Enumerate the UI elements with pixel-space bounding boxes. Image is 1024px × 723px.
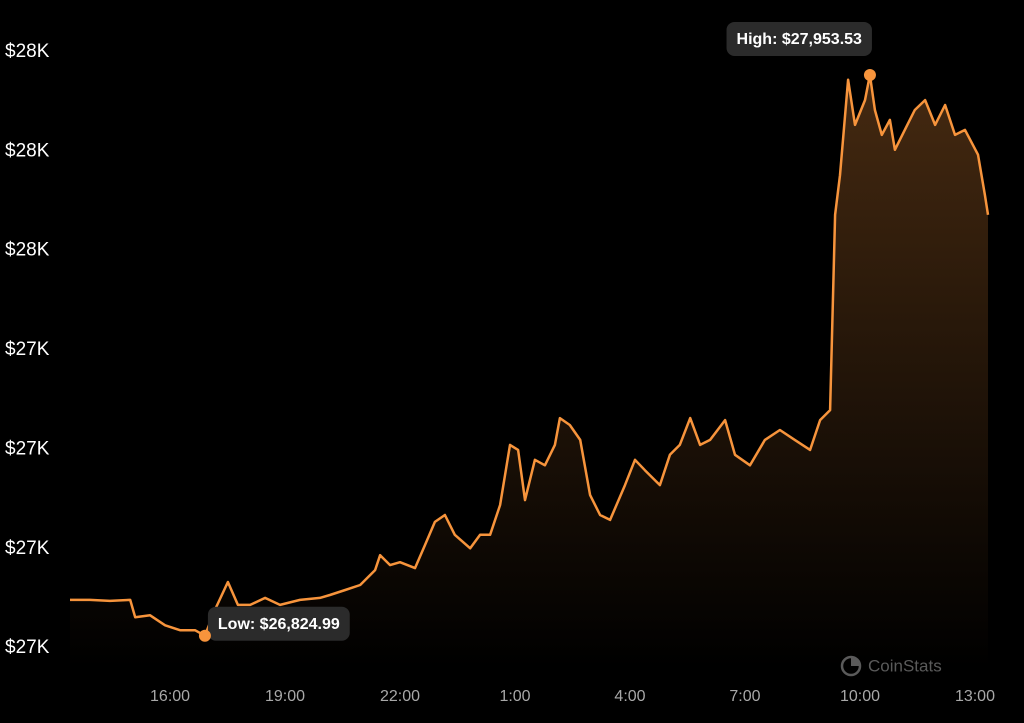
y-tick-label: $27K: [5, 438, 50, 459]
x-tick-label: 1:00: [499, 688, 530, 705]
annotation-text: Low: $26,824.99: [218, 616, 340, 633]
annotation-text: High: $27,953.53: [737, 31, 863, 48]
y-tick-label: $28K: [5, 140, 50, 161]
x-tick-label: 16:00: [150, 688, 190, 705]
x-tick-label: 10:00: [840, 688, 880, 705]
annotation-dot: [198, 629, 211, 642]
y-tick-label: $27K: [5, 637, 50, 658]
y-tick-label: $28K: [5, 240, 50, 261]
x-tick-label: 19:00: [265, 688, 305, 705]
annotation: High: $27,953.53: [726, 21, 872, 56]
x-tick-label: 4:00: [614, 688, 645, 705]
y-tick-label: $27K: [5, 339, 50, 360]
x-tick-label: 13:00: [955, 688, 995, 705]
annotation: Low: $26,824.99: [207, 606, 350, 641]
annotation-dot: [863, 68, 876, 81]
x-tick-label: 7:00: [729, 688, 760, 705]
area-fill: [70, 75, 988, 668]
x-tick-label: 22:00: [380, 688, 420, 705]
annotation-box: [726, 21, 872, 56]
y-tick-label: $27K: [5, 538, 50, 559]
y-tick-label: $28K: [5, 41, 50, 62]
annotation-box: [207, 606, 350, 641]
